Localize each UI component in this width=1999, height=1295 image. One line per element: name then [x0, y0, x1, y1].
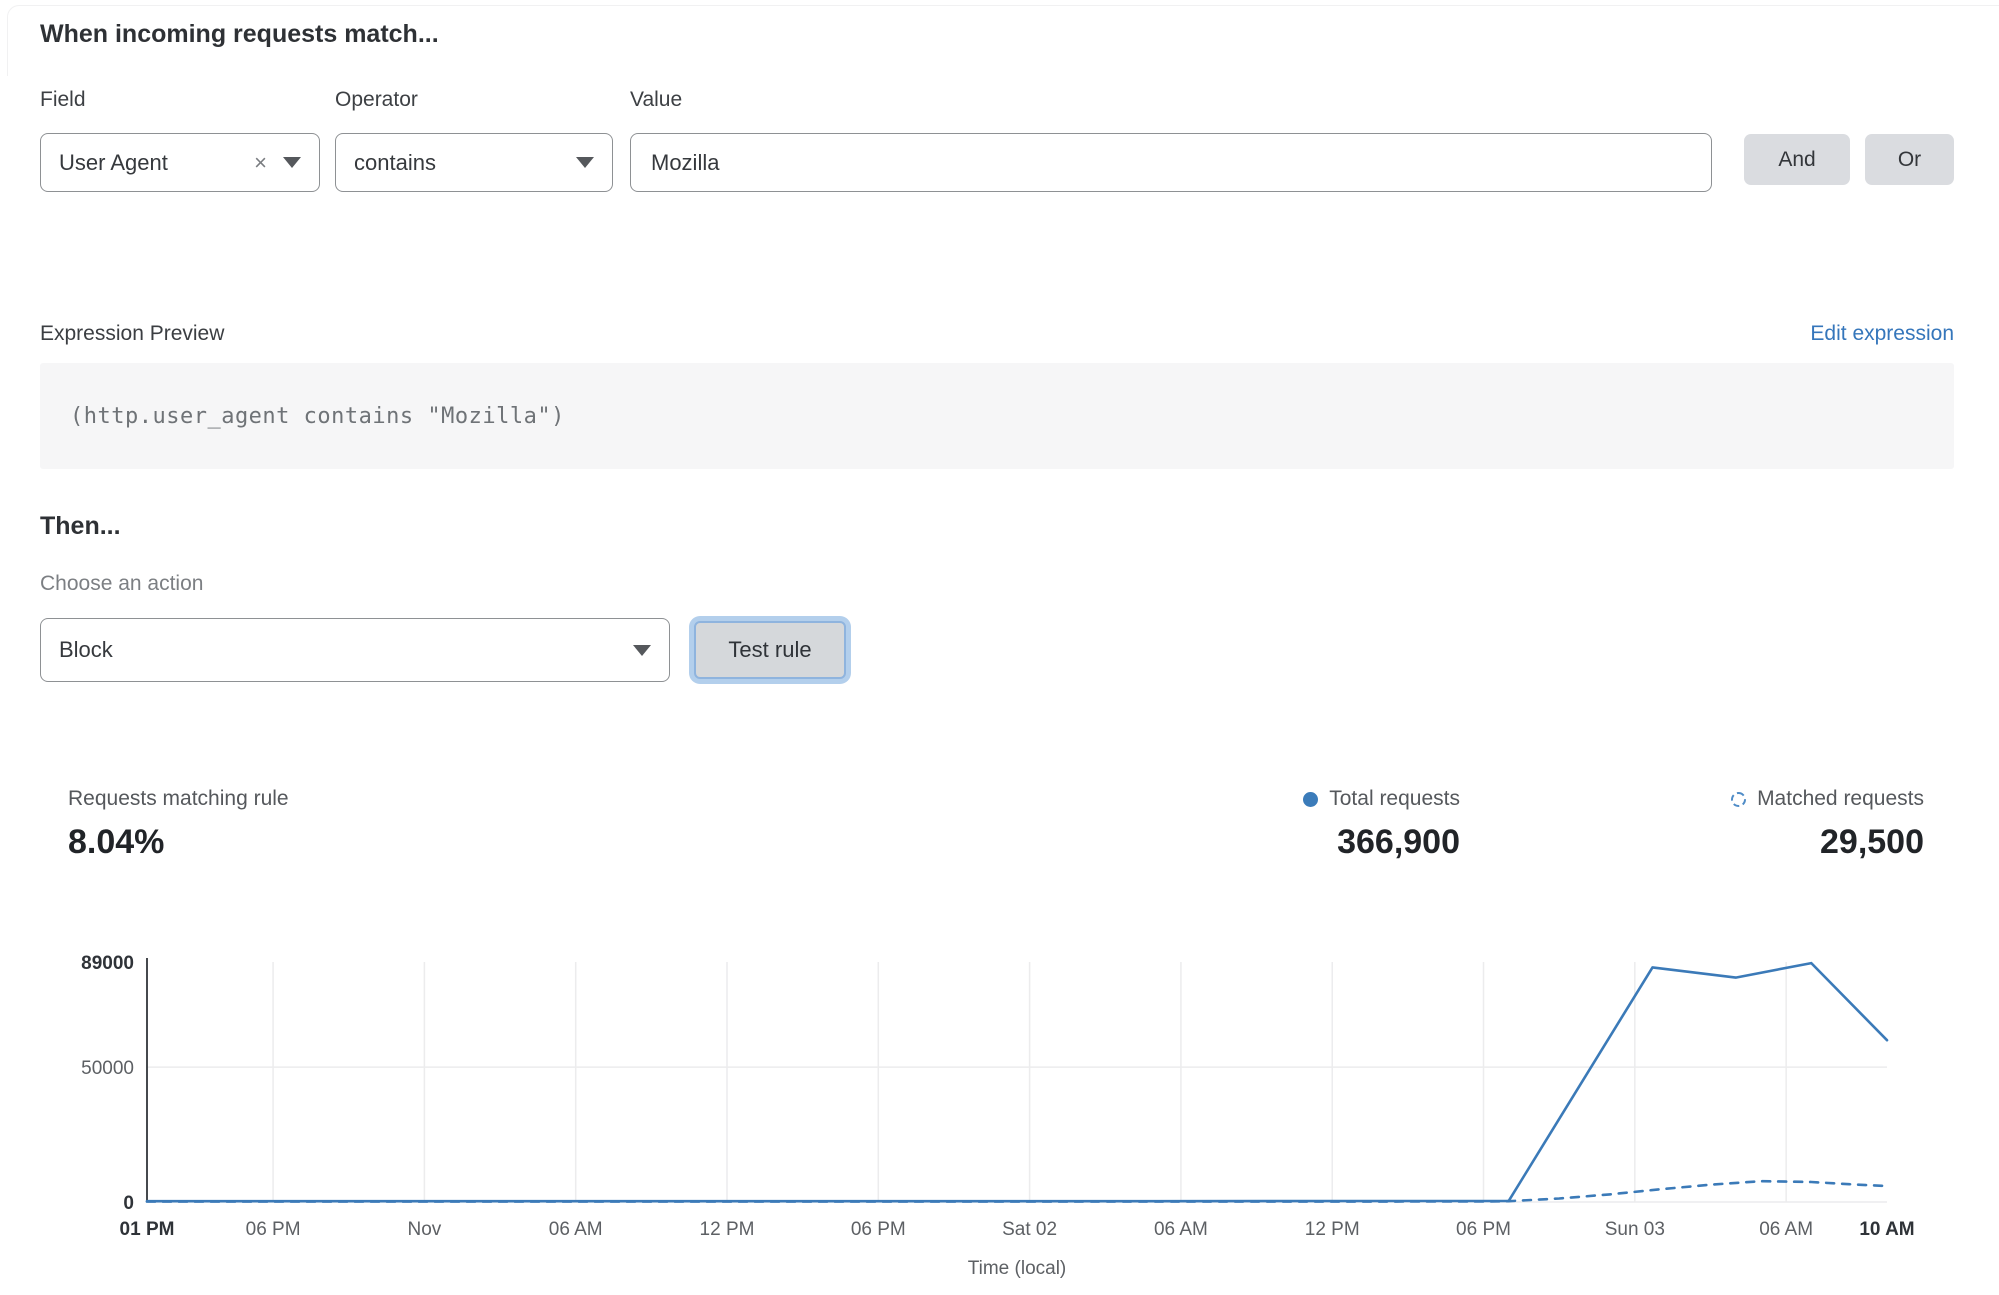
matched-requests-legend-dashed-circle-icon — [1731, 791, 1747, 807]
svg-text:06 PM: 06 PM — [1456, 1219, 1511, 1240]
matched-requests-stat: Matched requests 29,500 — [1731, 787, 1924, 862]
svg-text:06 AM: 06 AM — [1759, 1219, 1813, 1240]
test-rule-button[interactable]: Test rule — [694, 621, 846, 679]
field-label: Field — [40, 88, 86, 111]
then-heading: Then... — [40, 512, 121, 540]
svg-text:0: 0 — [123, 1193, 134, 1214]
svg-text:06 PM: 06 PM — [851, 1219, 906, 1240]
operator-select[interactable]: contains — [335, 133, 613, 192]
svg-text:89000: 89000 — [81, 953, 134, 974]
svg-text:50000: 50000 — [81, 1058, 134, 1079]
total-requests-legend-dot-icon — [1303, 791, 1319, 807]
requests-matching-stat: Requests matching rule 8.04% — [68, 787, 289, 862]
svg-text:Sun 03: Sun 03 — [1605, 1219, 1665, 1240]
value-input[interactable] — [630, 133, 1712, 192]
page-title: When incoming requests match... — [40, 20, 439, 48]
requests-matching-label: Requests matching rule — [68, 787, 289, 810]
choose-action-label: Choose an action — [40, 572, 204, 595]
edit-expression-link[interactable]: Edit expression — [1810, 322, 1954, 345]
action-select[interactable]: Block — [40, 618, 670, 682]
operator-select-value: contains — [354, 149, 436, 175]
requests-time-series-chart: 0 50000 89000 01 PM 06 PM Nov 06 AM 12 PM 06 PM S… — [0, 948, 1999, 1288]
matched-requests-value: 29,500 — [1820, 823, 1924, 861]
expression-code-box: (http.user_agent contains "Mozilla") — [40, 363, 1954, 469]
matched-requests-label: Matched requests — [1757, 787, 1924, 810]
field-select[interactable]: User Agent × — [40, 133, 320, 192]
operator-label: Operator — [335, 88, 418, 111]
svg-text:Sat 02: Sat 02 — [1002, 1219, 1057, 1240]
and-button[interactable]: And — [1744, 134, 1850, 185]
total-requests-value: 366,900 — [1337, 823, 1460, 861]
requests-matching-value: 8.04% — [68, 823, 165, 861]
chevron-down-icon — [633, 644, 651, 656]
field-select-value: User Agent — [59, 149, 168, 175]
expression-code: (http.user_agent contains "Mozilla") — [70, 403, 565, 429]
svg-text:12 PM: 12 PM — [1305, 1219, 1360, 1240]
or-button[interactable]: Or — [1865, 134, 1954, 185]
expression-preview-label: Expression Preview — [40, 322, 225, 345]
svg-text:06 AM: 06 AM — [549, 1219, 603, 1240]
clear-icon[interactable]: × — [254, 149, 267, 175]
svg-text:Nov: Nov — [407, 1219, 441, 1240]
svg-text:Time (local): Time (local) — [968, 1258, 1067, 1279]
svg-text:06 PM: 06 PM — [246, 1219, 301, 1240]
svg-text:01 PM: 01 PM — [120, 1219, 175, 1240]
svg-text:10 AM: 10 AM — [1859, 1219, 1914, 1240]
svg-text:12 PM: 12 PM — [700, 1219, 755, 1240]
action-select-value: Block — [59, 637, 113, 662]
requests-chart-svg: 0 50000 89000 01 PM 06 PM Nov 06 AM 12 PM 06 PM S… — [81, 953, 1914, 1279]
svg-text:06 AM: 06 AM — [1154, 1219, 1208, 1240]
chevron-down-icon — [576, 157, 594, 168]
total-requests-label: Total requests — [1329, 787, 1460, 810]
value-label: Value — [630, 88, 683, 111]
chevron-down-icon — [283, 157, 301, 168]
total-requests-stat: Total requests 366,900 — [1303, 787, 1460, 862]
